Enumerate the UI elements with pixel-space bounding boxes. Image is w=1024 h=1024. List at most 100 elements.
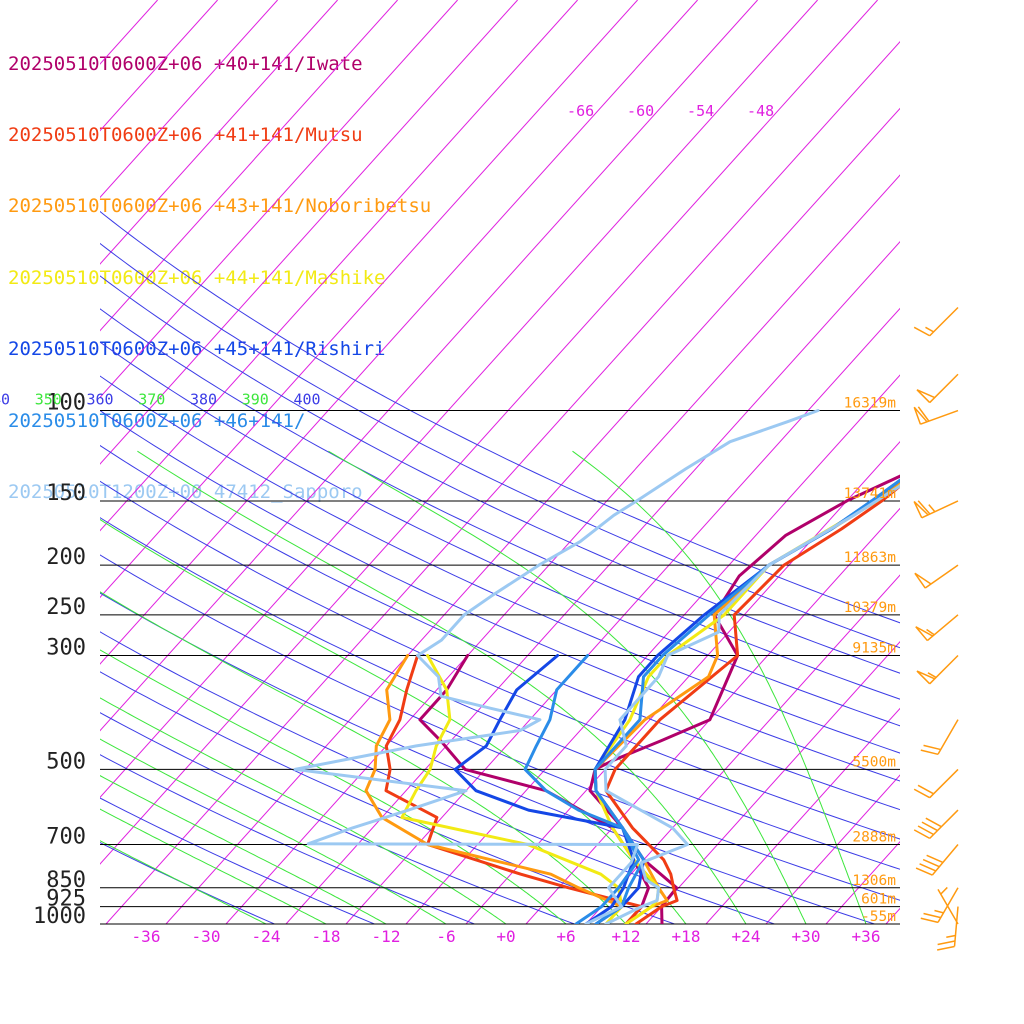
- dry-adiabat-line: [100, 554, 900, 901]
- temperature-tick-label: +6: [556, 927, 575, 946]
- wind-barb-staff: [926, 614, 959, 642]
- theta-label: 370: [138, 391, 165, 409]
- wind-barb-half: [940, 886, 948, 895]
- wind-barb-full: [936, 945, 955, 951]
- isotherm-line: [100, 0, 458, 399]
- wind-barb-full: [915, 867, 933, 876]
- dry-adiabat-line: [100, 671, 677, 924]
- temperature-tick-label: -6: [436, 927, 455, 946]
- wind-barb-full: [923, 912, 941, 919]
- wind-barb-flag: [916, 670, 935, 685]
- isotherm-label: -60: [627, 102, 654, 120]
- dry-adiabat-line: [100, 210, 900, 624]
- isotherm-line: [100, 0, 878, 865]
- wind-barb-half: [926, 628, 935, 636]
- temperature-tick-label: +18: [672, 927, 701, 946]
- temperature-tick-label: -36: [132, 927, 161, 946]
- wind-barb-staff: [937, 888, 959, 925]
- pressure-label: 200: [46, 545, 86, 570]
- theta-label: 340: [0, 391, 10, 409]
- wind-barb-full: [919, 863, 937, 872]
- dewpoint-profile: [293, 409, 820, 924]
- pressure-label: 1000: [33, 904, 86, 929]
- wind-barb-full: [922, 858, 940, 868]
- wind-barb: [913, 406, 959, 425]
- wind-barbs: [913, 306, 959, 951]
- theta-label: 350: [35, 391, 62, 409]
- dry-adiabat-line: [100, 409, 900, 782]
- wind-barb: [913, 306, 959, 337]
- wind-barb-full: [925, 817, 942, 828]
- dry-adiabat-line: [100, 242, 900, 649]
- wind-barb: [920, 719, 959, 756]
- theta-label: 360: [86, 391, 113, 409]
- temperature-tick-label: +36: [852, 927, 881, 946]
- dewpoint-profile: [364, 654, 624, 924]
- isotherm-line: [100, 0, 698, 665]
- wind-barb: [916, 654, 959, 685]
- wind-barb-half: [934, 909, 944, 914]
- temperature-profile: [593, 483, 900, 924]
- wind-barb: [913, 768, 959, 799]
- moist-adiabat-line: [100, 775, 387, 924]
- moist-adiabat-line: [572, 450, 867, 924]
- isotherm-line: [105, 41, 900, 924]
- isotherm-line: [285, 241, 900, 924]
- moist-adiabat-line: [100, 697, 507, 924]
- wind-barb: [937, 886, 959, 925]
- dewpoint-profile: [384, 654, 644, 924]
- moist-adiabat-line: [100, 649, 567, 924]
- isotherm-line: [765, 774, 900, 924]
- moist-adiabat-line: [100, 840, 267, 924]
- wind-barb-half: [928, 504, 936, 513]
- pressure-label: 100: [46, 391, 86, 416]
- isotherm-line: [100, 0, 638, 599]
- dewpoint-profile: [400, 654, 624, 924]
- isotherm-line: [0, 0, 38, 924]
- wind-barb-staff: [937, 887, 959, 923]
- isotherm-line: [705, 707, 900, 924]
- wind-barb: [916, 373, 959, 404]
- wind-barb-full: [923, 744, 941, 751]
- wind-barb-staff: [937, 719, 959, 755]
- temperature-profile: [603, 484, 900, 924]
- dry-adiabat-line: [100, 480, 900, 840]
- isotherm-line: [100, 0, 578, 532]
- dry-adiabat-line: [100, 341, 900, 727]
- wind-barb-flag: [913, 406, 928, 425]
- wind-barb-full: [926, 854, 944, 864]
- isotherm-line: [885, 907, 900, 924]
- wind-barb-staff: [929, 373, 959, 404]
- sounding-profiles: [293, 409, 900, 924]
- wind-barb-staff: [929, 654, 959, 685]
- legend-entry-iwate: 20250510T0600Z+06 +40+141/Iwate: [8, 52, 363, 75]
- theta-label: 390: [242, 391, 269, 409]
- wind-barb-flag: [913, 500, 929, 519]
- pressure-label: 150: [46, 481, 86, 506]
- wind-barb-full: [917, 784, 934, 795]
- isotherm-line: [405, 374, 900, 924]
- wind-barb-staff: [931, 843, 959, 876]
- isotherm-line: [100, 0, 158, 65]
- wind-barb-staff: [924, 564, 959, 589]
- temperature-profile: [593, 479, 900, 924]
- height-label: 5500m: [852, 754, 896, 770]
- dry-adiabat-line: [100, 631, 777, 924]
- dry-adiabat-line: [100, 842, 276, 924]
- isotherm-line: [825, 841, 900, 924]
- isobar-grid: [100, 410, 900, 925]
- dry-adiabat-line: [100, 592, 877, 924]
- height-label: 9135m: [852, 641, 896, 657]
- isotherm-line: [100, 0, 518, 465]
- moist-adiabat-line: [100, 738, 447, 924]
- wind-barb-flag: [915, 626, 934, 642]
- axis-labels: 100 16319m 150 13741m 200 11863m 250 10379m 300 9…: [0, 102, 896, 946]
- pressure-label: 300: [46, 636, 86, 661]
- dry-adiabat-line: [100, 754, 476, 924]
- wind-barb: [915, 843, 959, 876]
- temperature-tick-label: -30: [192, 927, 221, 946]
- temperature-tick-label: +12: [612, 927, 641, 946]
- temperature-tick-label: +30: [792, 927, 821, 946]
- wind-barb-staff: [929, 809, 959, 839]
